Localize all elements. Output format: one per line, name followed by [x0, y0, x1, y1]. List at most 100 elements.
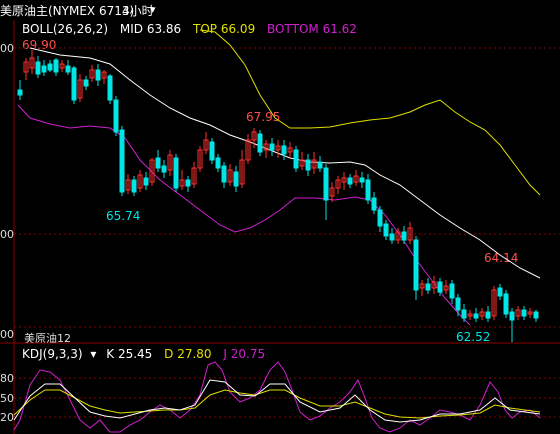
- candle: [77, 74, 83, 102]
- candle: [191, 162, 197, 188]
- candle-body: [311, 159, 317, 169]
- kdj-k-value: 25.45: [117, 347, 153, 361]
- candle-body: [137, 174, 143, 189]
- candle-body: [203, 139, 209, 151]
- candle-body: [269, 143, 275, 151]
- candle-body: [353, 175, 359, 183]
- candle-body: [503, 293, 509, 315]
- candle-body: [431, 281, 437, 289]
- kdj-indicator-line: KDJ(9,3,3) ▾ K 25.45 D 27.80 J 20.75: [22, 347, 265, 361]
- candle: [479, 308, 485, 320]
- candle-body: [29, 57, 35, 69]
- kdj-j-line: [13, 361, 541, 433]
- candle: [341, 172, 347, 190]
- candle-body: [221, 165, 227, 183]
- candle-body: [191, 167, 197, 185]
- period-selector[interactable]: 4小时: [122, 4, 154, 18]
- kdj-axis-label: 50: [0, 392, 14, 405]
- candle-body: [161, 165, 167, 173]
- y-axis-label: 00: [0, 328, 14, 341]
- kdj-k-label: K: [106, 347, 115, 361]
- kdj-d-value: 27.80: [177, 347, 212, 361]
- candle: [215, 154, 221, 172]
- candle-body: [521, 309, 527, 317]
- boll-mid-line: [29, 47, 541, 279]
- candle-body: [323, 167, 329, 201]
- candle: [437, 278, 443, 296]
- candle-body: [89, 69, 95, 79]
- candle: [29, 50, 35, 74]
- candle-body: [341, 177, 347, 183]
- candle-body: [299, 159, 305, 167]
- candle: [395, 228, 401, 244]
- candle: [23, 58, 29, 80]
- candle: [515, 306, 521, 320]
- candle: [293, 146, 299, 172]
- candle-body: [59, 63, 65, 69]
- candle-body: [251, 131, 257, 141]
- candle-body: [197, 149, 203, 169]
- candle-body: [143, 177, 149, 186]
- candle-body: [179, 179, 185, 187]
- candle: [35, 56, 41, 78]
- candle: [167, 150, 173, 176]
- candle: [41, 60, 47, 76]
- candle-body: [209, 141, 215, 161]
- candle: [209, 138, 215, 164]
- candle-body: [227, 169, 233, 183]
- candle-body: [455, 297, 461, 311]
- candle-body: [347, 177, 353, 185]
- candle-body: [167, 154, 173, 171]
- candle: [59, 60, 65, 72]
- candle-body: [275, 145, 281, 151]
- candle-body: [281, 145, 287, 155]
- candle-body: [389, 233, 395, 241]
- candle: [47, 60, 53, 72]
- candle-body: [509, 311, 515, 321]
- chevron-down-icon[interactable]: ▾: [150, 3, 156, 16]
- candle-body: [83, 79, 89, 87]
- candle-body: [305, 159, 311, 171]
- candle: [443, 280, 449, 294]
- y-axis-label: 00: [0, 228, 14, 241]
- kdj-name[interactable]: KDJ(9,3,3): [22, 347, 83, 361]
- kdj-d-label: D: [164, 347, 174, 361]
- kdj-d-line: [13, 389, 541, 419]
- candle-body: [125, 179, 131, 191]
- candle: [467, 310, 473, 320]
- candle: [161, 160, 167, 178]
- candle-body: [263, 143, 269, 151]
- candle-body: [53, 59, 59, 73]
- candle: [53, 58, 59, 76]
- candle-body: [155, 157, 161, 169]
- candle-body: [377, 209, 383, 227]
- candle: [347, 174, 353, 188]
- candle: [497, 284, 503, 300]
- candle: [503, 290, 509, 318]
- candle-body: [77, 79, 83, 99]
- candle-body: [17, 89, 23, 96]
- candle: [281, 140, 287, 160]
- candle: [179, 170, 185, 190]
- candle-body: [395, 231, 401, 241]
- candle-body: [131, 179, 137, 193]
- candle: [323, 164, 329, 220]
- chart-header: [0, 0, 560, 20]
- boll-top-line: [199, 29, 541, 196]
- candle: [125, 174, 131, 194]
- candle-body: [473, 313, 479, 319]
- candle-body: [215, 157, 221, 169]
- candle-body: [467, 313, 473, 317]
- boll-name[interactable]: BOLL(26,26,2): [22, 22, 109, 36]
- candle: [407, 222, 413, 244]
- candle-body: [383, 223, 389, 237]
- candle-body: [371, 197, 377, 211]
- instrument-title[interactable]: 美原油主(NYMEX 6713): [0, 4, 135, 18]
- candle-body: [407, 227, 413, 241]
- candle: [173, 154, 179, 192]
- candle: [239, 150, 245, 188]
- boll-top-value: 66.09: [220, 22, 256, 36]
- candle-body: [239, 159, 245, 185]
- kdj-chevron-icon[interactable]: ▾: [90, 347, 97, 361]
